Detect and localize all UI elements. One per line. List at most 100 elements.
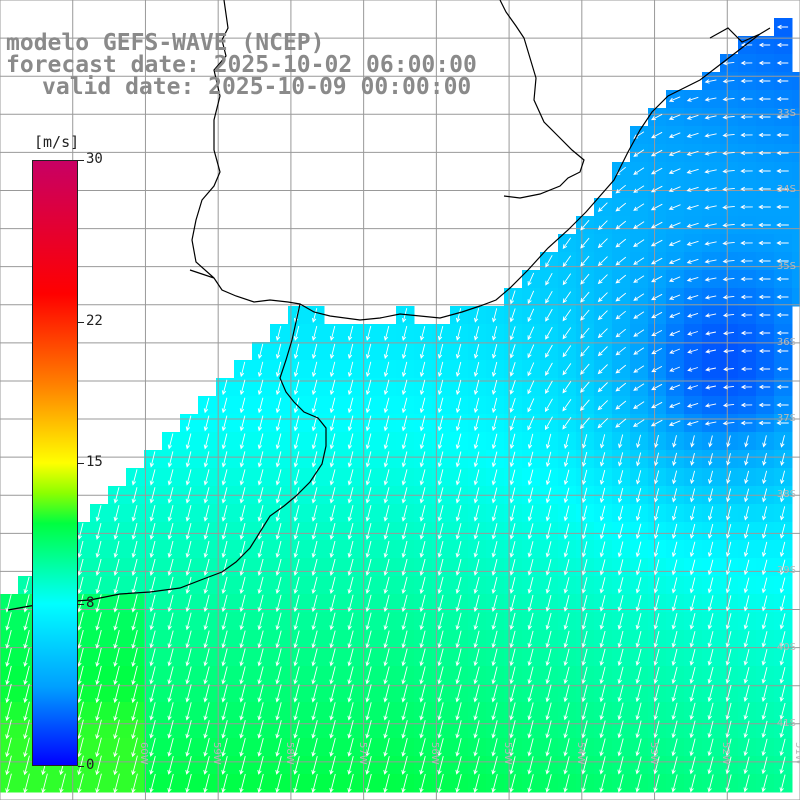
wind-arrow — [704, 223, 717, 228]
wind-arrow — [563, 684, 570, 703]
wind-arrow — [671, 577, 678, 594]
wind-arrow — [221, 773, 228, 793]
wind-arrow — [437, 415, 444, 432]
wind-arrow — [509, 738, 516, 757]
wind-arrow — [776, 186, 789, 192]
wind-arrow — [545, 612, 552, 630]
wind-arrow — [509, 415, 516, 431]
wind-arrow — [401, 666, 408, 685]
wind-arrow — [257, 576, 264, 595]
wind-arrow — [455, 361, 462, 377]
wind-arrow — [527, 290, 535, 305]
wind-arrow — [615, 292, 627, 302]
wind-arrow — [635, 648, 642, 666]
wind-arrow — [509, 576, 516, 594]
wind-arrow — [383, 630, 390, 649]
wind-arrow — [365, 487, 372, 504]
wind-speed-cell — [792, 144, 800, 163]
wind-arrow — [203, 737, 210, 757]
wind-arrow — [705, 331, 716, 336]
wind-arrow — [776, 294, 789, 300]
wind-arrow — [311, 433, 318, 450]
wind-arrow — [293, 666, 300, 685]
wind-arrow — [776, 42, 789, 48]
wind-arrow — [527, 630, 534, 649]
wind-arrow — [239, 361, 246, 378]
wind-arrow — [95, 647, 102, 667]
wind-arrow — [758, 78, 771, 84]
wind-arrow — [5, 612, 12, 631]
wind-arrow — [113, 701, 120, 722]
wind-arrow — [77, 701, 84, 722]
wind-arrow — [651, 275, 663, 283]
wind-arrow — [419, 487, 426, 504]
wind-arrow — [689, 648, 696, 666]
wind-arrow — [509, 559, 516, 576]
wind-arrow — [562, 291, 572, 304]
wind-arrow — [726, 470, 732, 485]
wind-arrow — [473, 433, 480, 450]
wind-arrow — [293, 469, 300, 486]
wind-arrow — [167, 720, 174, 739]
wind-arrow — [545, 398, 553, 413]
wind-arrow — [167, 612, 174, 631]
wind-arrow — [329, 702, 336, 721]
wind-arrow — [383, 487, 390, 504]
wind-arrow — [185, 594, 192, 613]
wind-arrow — [671, 756, 678, 775]
wind-arrow — [669, 366, 681, 372]
wind-arrow — [633, 365, 645, 373]
wind-arrow — [131, 737, 138, 758]
longitude-label: 51W — [793, 742, 800, 765]
wind-arrow — [545, 505, 552, 522]
wind-arrow — [203, 505, 210, 522]
wind-arrow — [776, 330, 789, 336]
wind-arrow — [725, 577, 732, 594]
wind-arrow — [617, 702, 624, 721]
wind-arrow — [329, 505, 336, 522]
wind-arrow — [365, 433, 372, 450]
wind-arrow — [185, 469, 192, 486]
wind-arrow — [257, 737, 264, 757]
wind-arrow — [726, 488, 732, 503]
wind-arrow — [401, 558, 408, 576]
wind-arrow — [167, 433, 174, 450]
wind-arrow — [347, 737, 354, 757]
wind-arrow — [779, 595, 786, 612]
longitude-label: 57W — [356, 742, 368, 765]
wind-arrow — [347, 630, 354, 649]
wind-arrow — [581, 505, 588, 522]
wind-arrow — [509, 487, 516, 504]
wind-arrow — [599, 595, 606, 612]
wind-arrow — [401, 720, 408, 739]
wind-arrow — [653, 488, 660, 503]
wind-arrow — [743, 720, 750, 739]
wind-arrow — [41, 773, 48, 794]
wind-arrow — [686, 150, 699, 156]
wind-arrow — [401, 361, 408, 378]
wind-arrow — [473, 773, 480, 793]
wind-arrow — [758, 150, 771, 156]
wind-arrow — [579, 399, 590, 411]
wind-arrow — [651, 293, 663, 301]
wind-arrow — [758, 114, 771, 120]
wind-arrow — [580, 381, 590, 393]
wind-arrow — [185, 755, 192, 775]
wind-arrow — [762, 452, 767, 466]
wind-arrow — [203, 630, 210, 649]
wind-arrow — [671, 613, 678, 630]
wind-arrow — [347, 397, 354, 414]
wind-arrow — [707, 559, 714, 576]
wind-arrow — [383, 433, 390, 450]
wind-arrow — [722, 97, 735, 102]
wind-arrow — [419, 523, 426, 540]
wind-arrow — [347, 505, 354, 522]
wind-arrow — [437, 630, 444, 649]
wind-arrow — [365, 325, 372, 341]
wind-arrow — [167, 684, 174, 703]
wind-arrow — [437, 505, 444, 522]
wind-arrow — [633, 221, 645, 229]
wind-arrow — [704, 295, 717, 300]
wind-arrow — [527, 398, 535, 413]
wind-arrow — [527, 594, 534, 612]
